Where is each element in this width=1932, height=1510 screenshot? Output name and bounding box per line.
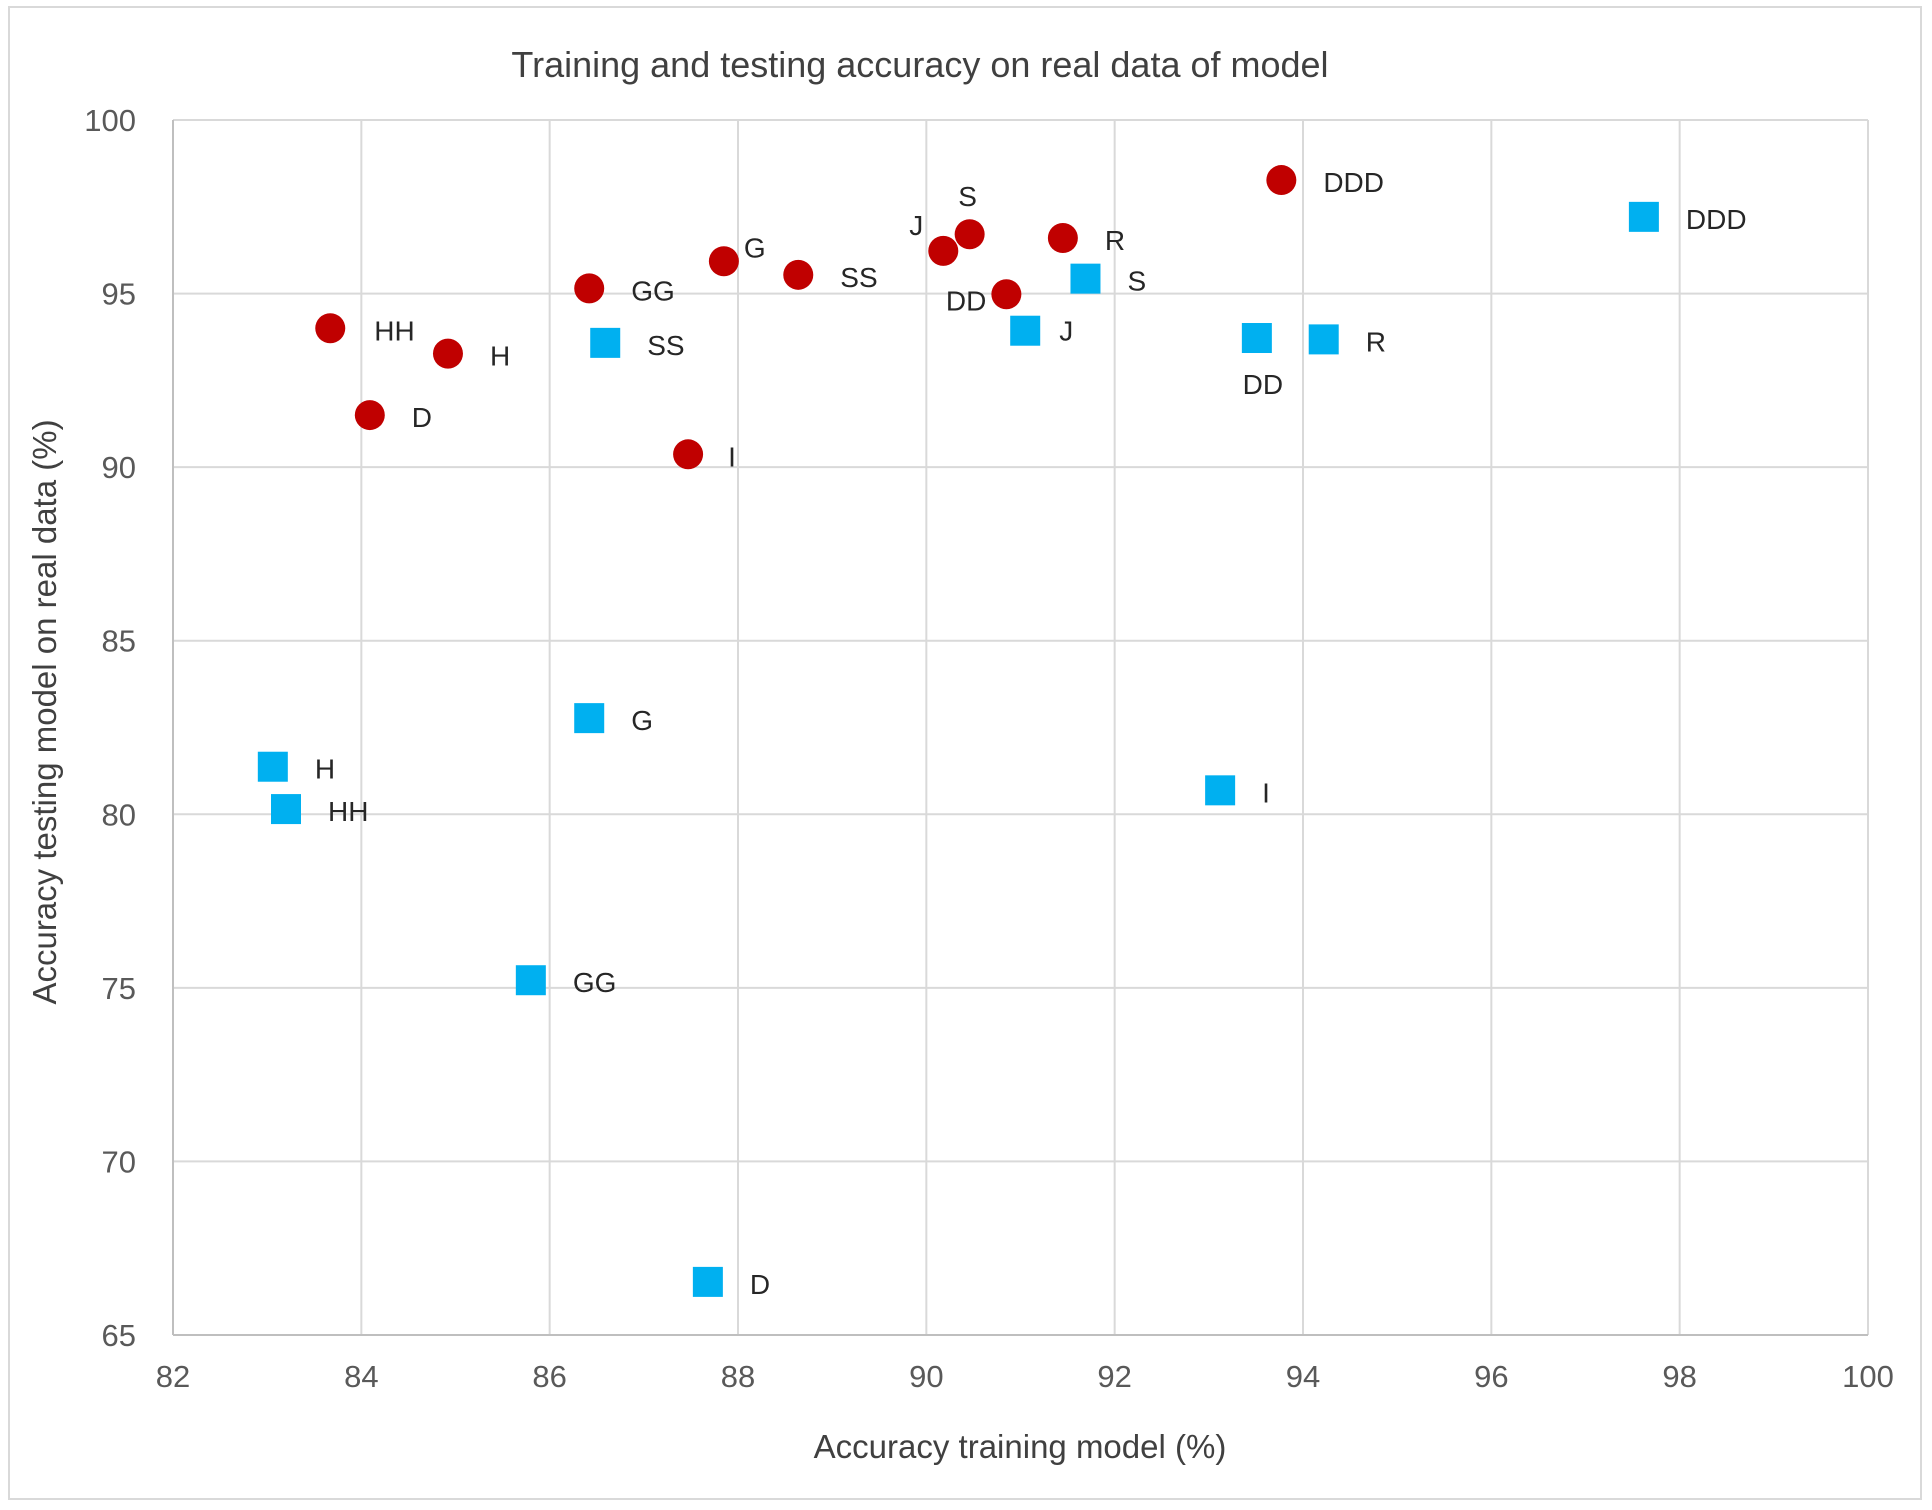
point-square-s — [1070, 263, 1101, 294]
point-label: I — [1262, 777, 1270, 808]
point-label: R — [1366, 326, 1386, 357]
x-tick-labels: 82 84 86 88 90 92 94 96 98 100 — [156, 1359, 1894, 1394]
y-axis-title: Accuracy testing model on real data (%) — [26, 419, 63, 1004]
point-square-j — [1010, 315, 1041, 346]
y-tick-label: 85 — [102, 624, 136, 659]
x-tick-label: 92 — [1097, 1359, 1131, 1394]
chart-title: Training and testing accuracy on real da… — [511, 44, 1328, 85]
y-tick-label: 95 — [102, 277, 136, 312]
point-circle-r — [1047, 223, 1078, 254]
point-circle-hh — [315, 313, 346, 344]
point-circle-ss — [783, 259, 814, 290]
point-square-d — [692, 1266, 723, 1297]
point-circle-s — [954, 219, 985, 250]
y-tick-label: 75 — [102, 971, 136, 1006]
point-label: HH — [374, 315, 414, 346]
point-label: HH — [328, 796, 368, 827]
point-label: G — [631, 705, 653, 736]
y-tick-label: 90 — [102, 450, 136, 485]
x-tick-label: 86 — [532, 1359, 566, 1394]
point-label: D — [750, 1269, 770, 1300]
point-label: S — [1127, 266, 1146, 297]
y-tick-label: 65 — [102, 1318, 136, 1353]
point-label: DD — [1243, 369, 1283, 400]
point-circle-dd — [991, 279, 1022, 310]
point-square-hh — [271, 794, 301, 825]
point-square-ddd — [1628, 201, 1659, 232]
point-label: D — [412, 402, 432, 433]
point-label: DDD — [1323, 167, 1384, 198]
point-square-i — [1205, 775, 1236, 806]
point-label: GG — [573, 967, 617, 998]
chart-frame — [8, 6, 1922, 1500]
y-tick-label: 100 — [84, 103, 136, 138]
y-tick-label: 70 — [102, 1144, 136, 1179]
point-label: DD — [946, 285, 986, 316]
point-label: H — [490, 341, 510, 372]
point-square-r — [1308, 324, 1339, 355]
point-label: S — [958, 181, 977, 212]
x-tick-label: 88 — [721, 1359, 755, 1394]
x-tick-label: 82 — [156, 1359, 190, 1394]
axes — [172, 120, 1868, 1336]
point-circle-d — [354, 400, 385, 431]
point-circle-ddd — [1266, 165, 1297, 196]
point-square-gg — [515, 965, 546, 996]
point-circle-g — [708, 246, 739, 277]
point-label: G — [744, 232, 766, 263]
point-square-ss — [590, 327, 621, 358]
x-tick-label: 98 — [1662, 1359, 1696, 1394]
x-tick-label: 100 — [1842, 1359, 1894, 1394]
point-label: DDD — [1686, 204, 1747, 235]
point-label: H — [315, 754, 335, 785]
point-circle-h — [432, 338, 463, 369]
point-square-dd — [1241, 323, 1272, 354]
point-square-h — [257, 751, 288, 782]
point-label: SS — [840, 262, 877, 293]
x-tick-label: 84 — [344, 1359, 378, 1394]
point-label: R — [1105, 225, 1125, 256]
y-tick-label: 80 — [102, 797, 136, 832]
point-square-g — [574, 703, 605, 734]
x-tick-label: 94 — [1286, 1359, 1320, 1394]
x-tick-label: 90 — [909, 1359, 943, 1394]
data-points — [257, 165, 1659, 1297]
point-label: J — [1059, 316, 1073, 347]
gridlines — [173, 119, 1869, 1335]
point-label: J — [909, 210, 923, 241]
point-label: GG — [631, 275, 675, 306]
point-circle-gg — [574, 273, 605, 304]
point-circle-j — [928, 235, 959, 266]
x-axis-title: Accuracy training model (%) — [814, 1428, 1227, 1465]
x-tick-label: 96 — [1474, 1359, 1508, 1394]
point-label: SS — [647, 330, 684, 361]
point-circle-i — [673, 439, 704, 470]
y-tick-labels: 65 70 75 80 85 90 95 100 — [84, 103, 136, 1353]
point-label: I — [728, 441, 736, 472]
